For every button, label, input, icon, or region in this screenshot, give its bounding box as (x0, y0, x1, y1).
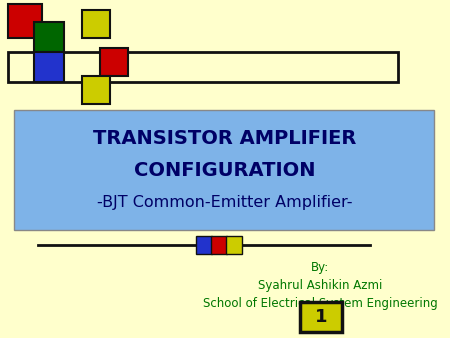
Bar (8, 52, 398, 82)
Bar (34, 52, 64, 82)
Text: Syahrul Ashikin Azmi: Syahrul Ashikin Azmi (258, 280, 382, 292)
Bar (300, 302, 342, 332)
Bar (211, 236, 227, 254)
Bar (82, 76, 110, 104)
Bar (226, 236, 242, 254)
Bar (196, 236, 212, 254)
Text: CONFIGURATION: CONFIGURATION (134, 161, 316, 179)
Text: School of Electrical System Engineering: School of Electrical System Engineering (202, 297, 437, 311)
Text: By:: By: (311, 262, 329, 274)
Text: -BJT Common-Emitter Amplifier-: -BJT Common-Emitter Amplifier- (97, 194, 353, 210)
Text: TRANSISTOR AMPLIFIER: TRANSISTOR AMPLIFIER (93, 128, 357, 147)
Bar (8, 4, 42, 38)
Text: 1: 1 (315, 308, 327, 326)
Bar (82, 10, 110, 38)
Bar (100, 48, 128, 76)
Bar (14, 110, 434, 230)
Bar (34, 22, 64, 52)
